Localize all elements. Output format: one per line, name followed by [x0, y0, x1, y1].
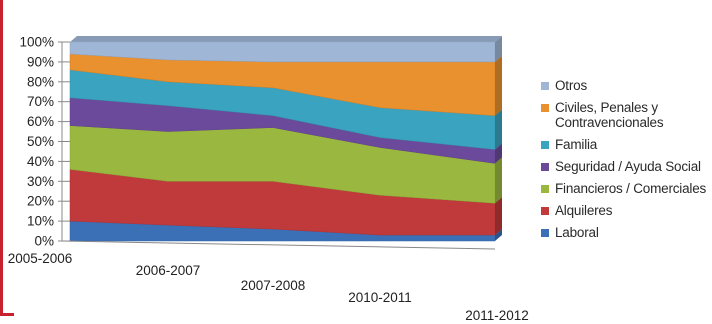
legend-label: Laboral [555, 225, 599, 240]
legend-label: Financieros / Comerciales [555, 181, 707, 196]
legend-item: Civiles, Penales y Contravencionales [541, 100, 711, 130]
series-side-1 [495, 197, 502, 236]
legend-item: Otros [541, 78, 711, 93]
series-side-4 [495, 109, 502, 150]
x-tick-label: 2011-2012 [465, 308, 529, 323]
y-tick-label: 80% [27, 74, 54, 89]
series-side-2 [495, 157, 502, 204]
legend-label: Seguridad / Ayuda Social [555, 159, 701, 174]
legend-item: Alquileres [541, 203, 711, 218]
series-side-3 [495, 143, 502, 164]
legend-swatch [541, 185, 549, 193]
series-top-6 [70, 36, 502, 42]
y-tick-label: 90% [27, 54, 54, 69]
x-tick-label: 2007-2008 [241, 278, 306, 293]
legend-label: Alquileres [555, 203, 613, 218]
legend-label: Familia [555, 137, 598, 152]
x-tick-label: 2005-2006 [8, 251, 73, 266]
series-side-6 [495, 36, 502, 62]
x-tick-label: 2006-2007 [136, 263, 201, 278]
y-tick-label: 40% [27, 154, 54, 169]
legend-item: Seguridad / Ayuda Social [541, 159, 711, 174]
legend-swatch [541, 207, 549, 215]
y-tick-label: 100% [19, 35, 54, 50]
y-tick-label: 30% [27, 174, 54, 189]
legend-label: Civiles, Penales y Contravencionales [555, 100, 664, 130]
y-tick-label: 50% [27, 134, 54, 149]
legend-item: Financieros / Comerciales [541, 181, 711, 196]
y-tick-label: 10% [27, 214, 54, 229]
legend-item: Laboral [541, 225, 711, 240]
y-tick-label: 60% [27, 114, 54, 129]
legend-swatch [541, 104, 549, 112]
x-tick-label: 2010-2011 [348, 290, 412, 305]
y-tick-label: 70% [27, 94, 54, 109]
legend-swatch [541, 229, 549, 237]
legend-swatch [541, 163, 549, 171]
x-axis-line [61, 240, 496, 250]
legend-swatch [541, 141, 549, 149]
series-side-0 [495, 229, 502, 241]
y-tick-label: 20% [27, 194, 54, 209]
legend-label: Otros [555, 78, 588, 93]
legend: Otros Civiles, Penales y Contravencionale… [541, 78, 711, 247]
bottom-border [0, 313, 14, 316]
y-tick-label: 0% [34, 234, 54, 249]
legend-item: Familia [541, 137, 711, 152]
legend-swatch [541, 82, 549, 90]
series-side-5 [495, 55, 502, 116]
left-border [0, 0, 3, 316]
